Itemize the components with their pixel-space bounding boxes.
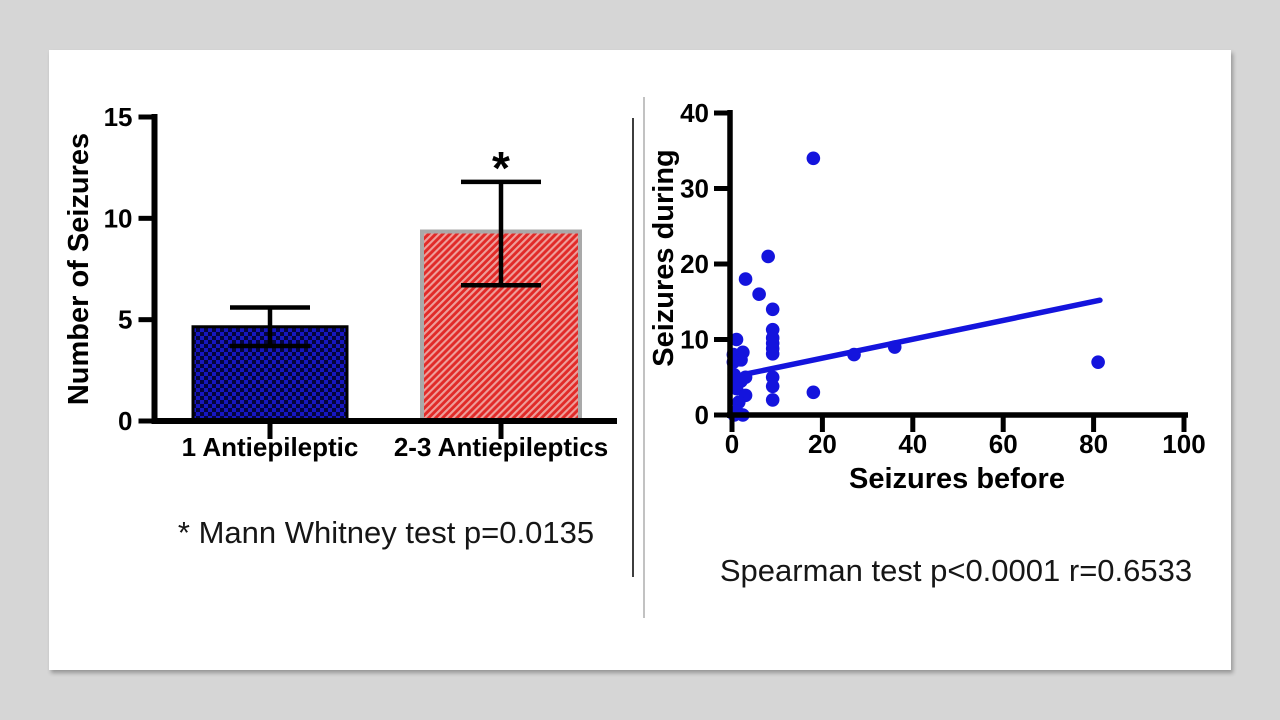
y-tick-label: 40: [680, 98, 709, 128]
x-tick-label: 80: [1079, 429, 1108, 459]
significance-asterisk: *: [492, 142, 510, 194]
data-point: [738, 272, 753, 286]
panel-divider-shadow: [643, 97, 645, 618]
y-tick-label: 10: [104, 203, 133, 233]
y-axis-title: Number of Seizures: [63, 133, 95, 405]
y-tick-label: 0: [695, 400, 709, 430]
error-bar-0: [230, 305, 310, 349]
data-point: [765, 302, 780, 317]
data-point: [887, 340, 902, 354]
y-tick-label: 30: [680, 174, 709, 204]
data-point: [765, 379, 780, 394]
x-tick-label: 40: [898, 429, 927, 459]
y-axis-title: Seizures during: [648, 149, 680, 367]
spearman-annotation: Spearman test p<0.0001 r=0.6533: [719, 553, 1193, 588]
data-point: [847, 347, 861, 362]
x-tick-label: 100: [1162, 429, 1205, 459]
category-label: 1 Antiepileptic: [182, 432, 359, 462]
y-tick-label: 5: [118, 305, 132, 335]
data-point: [765, 347, 780, 361]
error-bar-1: [461, 179, 541, 288]
data-point: [1091, 355, 1105, 369]
data-point: [806, 151, 821, 166]
data-point: [752, 287, 766, 302]
data-point: [729, 332, 744, 347]
trend-line: [742, 297, 1103, 377]
x-tick-label: 0: [725, 429, 739, 459]
panel-divider-line: [632, 118, 634, 577]
data-point: [761, 249, 775, 264]
y-tick-label: 15: [104, 102, 133, 132]
y-tick-label: 0: [118, 406, 132, 436]
category-label: 2-3 Antiepileptics: [394, 432, 608, 462]
x-axis-title: Seizures before: [849, 463, 1065, 495]
y-tick-label: 10: [680, 325, 709, 355]
x-tick-label: 20: [808, 429, 837, 459]
data-point: [765, 393, 780, 407]
y-tick-label: 20: [680, 249, 709, 279]
data-point: [806, 385, 821, 400]
mann-whitney-annotation: * Mann Whitney test p=0.0135: [177, 515, 595, 550]
x-tick-label: 60: [989, 429, 1018, 459]
